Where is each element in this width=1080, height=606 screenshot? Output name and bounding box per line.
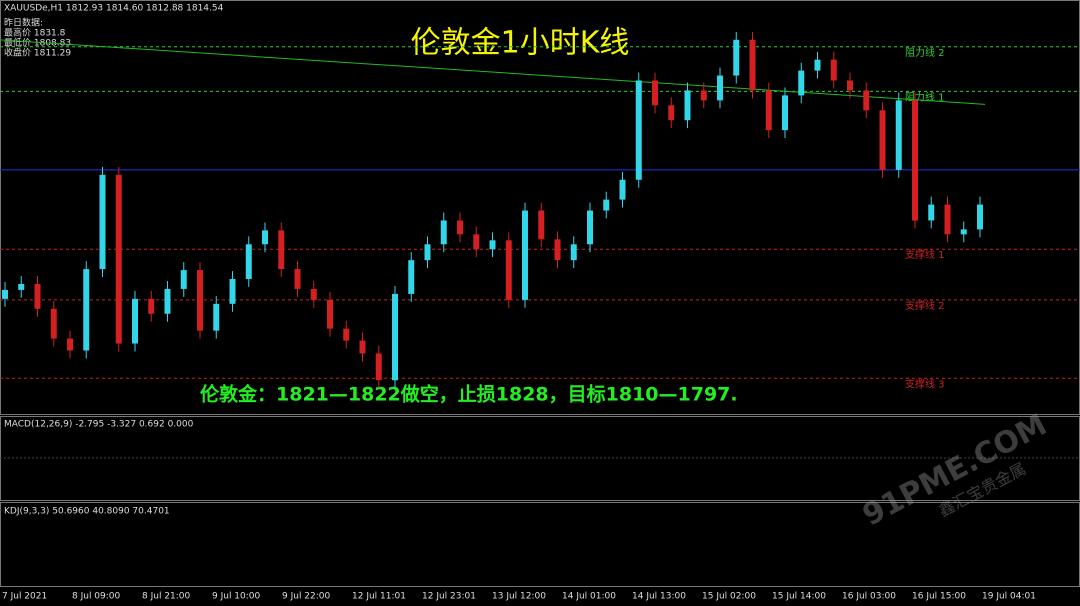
- x-tick-label: 13 Jul 12:00: [492, 592, 546, 602]
- kdj-label: KDJ(9,3,3) 50.6960 40.8090 70.4701: [4, 507, 170, 517]
- x-tick-label: 9 Jul 10:00: [212, 592, 261, 602]
- candle-body: [554, 239, 561, 261]
- macd-label: MACD(12,26,9) -2.795 -3.327 0.692 0.000: [4, 420, 194, 430]
- info: 最高价 1831.8: [4, 27, 66, 39]
- candle-body: [180, 270, 187, 289]
- candle-body: [879, 110, 886, 170]
- candle-body: [18, 283, 25, 290]
- x-tick-label: 15 Jul 14:00: [772, 592, 826, 602]
- candle-body: [489, 240, 496, 250]
- x-tick-label: 16 Jul 15:00: [912, 592, 966, 602]
- candle-body: [733, 39, 740, 76]
- candle-body: [424, 244, 431, 261]
- candle-body: [343, 328, 350, 341]
- candle-body: [847, 80, 853, 91]
- candle-body: [652, 80, 658, 106]
- candle-body: [928, 204, 935, 221]
- candle-body: [83, 269, 90, 351]
- candle-body: [863, 90, 870, 111]
- candle-body: [408, 260, 415, 294]
- candle-body: [619, 179, 626, 200]
- x-tick-label: 19 Jul 04:01: [982, 592, 1036, 602]
- candle-body: [912, 100, 918, 221]
- candle-body: [164, 288, 171, 314]
- candle-body: [2, 289, 8, 299]
- level-label: 支撑线 2: [905, 299, 945, 312]
- x-tick-label: 12 Jul 23:01: [422, 592, 476, 602]
- candle-body: [99, 174, 106, 270]
- candle-body: [749, 39, 756, 91]
- level-label: 支撑线 3: [905, 377, 945, 390]
- info: 昨日数据:: [4, 17, 43, 29]
- candle-body: [895, 100, 902, 170]
- candle-body: [213, 303, 220, 331]
- annotation: 伦敦金：1821—1822做空，止损1828，目标1810—1797.: [200, 383, 738, 406]
- candle-body: [587, 210, 593, 245]
- candle-body: [50, 308, 57, 339]
- candle-body: [538, 210, 545, 240]
- chart-title: 伦敦金1小时K线: [411, 26, 630, 61]
- candle-body: [245, 244, 252, 280]
- x-tick-label: 8 Jul 21:00: [142, 592, 191, 602]
- x-tick-label: 7 Jul 2021: [2, 592, 47, 602]
- candle-body: [132, 298, 138, 344]
- candle-body: [375, 353, 382, 381]
- candle-body: [392, 293, 398, 381]
- candle-body: [278, 230, 285, 270]
- candle-body: [327, 299, 333, 329]
- candle-body: [197, 270, 203, 331]
- candle-body: [782, 95, 788, 131]
- level-label: 阻力线 2: [905, 46, 945, 59]
- candle-body: [814, 59, 821, 71]
- candle-body: [684, 90, 691, 121]
- candle-body: [522, 210, 528, 300]
- candle-body: [570, 244, 577, 261]
- candle-body: [635, 80, 642, 180]
- candle-body: [148, 298, 155, 314]
- candle-body: [457, 220, 463, 235]
- candle-body: [229, 279, 236, 304]
- trendline: [0, 39, 986, 105]
- candle-body: [960, 229, 967, 235]
- symbol-header: XAUUSDe,H1 1812.93 1814.60 1812.88 1814.…: [4, 4, 224, 14]
- candle-body: [34, 283, 41, 309]
- candle-body: [944, 204, 951, 235]
- x-tick-label: 8 Jul 09:00: [72, 592, 121, 602]
- candle-body: [115, 174, 122, 344]
- level-label: 支撑线 1: [905, 248, 945, 261]
- candle-body: [262, 230, 268, 245]
- candle-body: [765, 90, 772, 131]
- x-tick-label: 9 Jul 22:00: [282, 592, 331, 602]
- candle-body: [700, 90, 707, 101]
- x-tick-label: 15 Jul 02:00: [702, 592, 756, 602]
- candle-body: [977, 204, 983, 230]
- x-tick-label: 12 Jul 11:01: [352, 592, 406, 602]
- x-tick-label: 14 Jul 01:00: [562, 592, 616, 602]
- candle-body: [603, 199, 610, 211]
- candle-body: [359, 340, 366, 354]
- x-tick-label: 14 Jul 13:00: [632, 592, 686, 602]
- candle-body: [505, 240, 512, 300]
- candle-body: [830, 59, 837, 81]
- candle-body: [294, 269, 301, 289]
- candle-body: [310, 288, 317, 300]
- x-tick-label: 16 Jul 03:00: [842, 592, 896, 602]
- candle-body: [473, 234, 480, 250]
- candle-body: [67, 338, 73, 351]
- candle-body: [668, 105, 675, 121]
- info: 收盘价 1811.29: [4, 47, 71, 59]
- candle-body: [440, 220, 447, 245]
- candle-body: [798, 70, 805, 96]
- candle-body: [717, 75, 723, 101]
